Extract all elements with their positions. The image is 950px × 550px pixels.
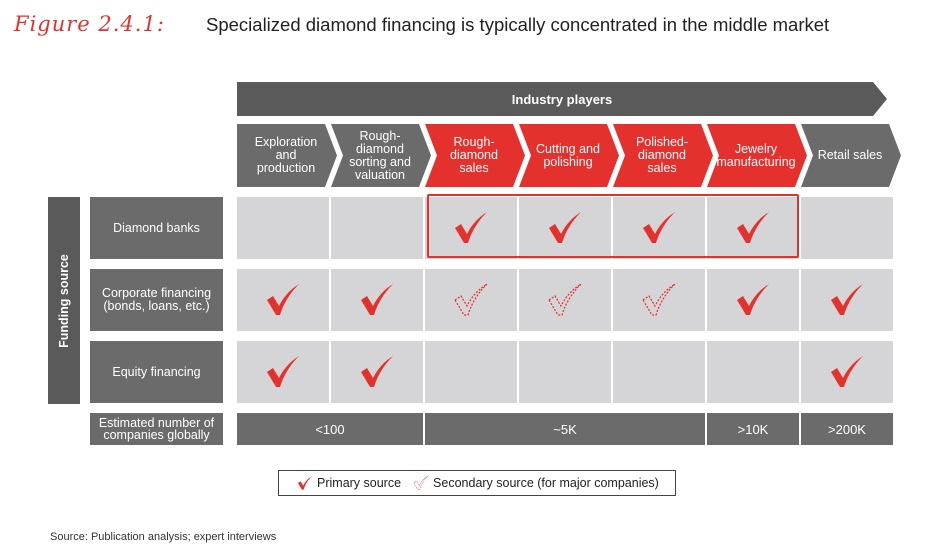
matrix-cell [613,269,705,331]
primary-check-icon [831,356,863,387]
secondary-check-icon [413,475,429,490]
banner-label: Industry players [511,91,613,107]
company-count-bar: <100 [237,413,423,445]
company-count-bar: >10K [707,413,799,445]
stage-label: Cutting and polishing [536,141,600,169]
stage-chevron: Polished-diamond sales [613,124,713,187]
matrix-cell [801,197,893,259]
primary-check-icon [361,284,393,315]
matrix-cell [707,197,799,259]
figure-number: Figure 2.4.1: [14,12,165,36]
company-count-bar: ~5K [425,413,705,445]
primary-check-icon [549,212,581,243]
secondary-check-icon [454,284,488,316]
primary-check-icon [737,212,769,243]
primary-check-icon [361,356,393,387]
banner-arrow-shape [237,82,887,116]
matrix-cell [801,269,893,331]
matrix-cell [237,341,329,403]
matrix-cell [707,269,799,331]
primary-check-icon [297,475,313,490]
matrix-cell [237,269,329,331]
primary-check-icon [737,284,769,315]
stage-chevron: Jewelry manufacturing [707,124,807,187]
stage-chevron: Exploration and production [237,124,337,187]
stage-label: Retail sales [817,148,883,162]
matrix-cell [801,341,893,403]
legend: Primary source Secondary source (for maj… [278,470,676,496]
legend-primary-label: Primary source [317,476,402,490]
funding-source-bar: Funding source [48,197,80,404]
funding-source-row-label: Diamond banks [90,197,223,259]
matrix-cell [519,341,611,403]
matrix-cell [331,341,423,403]
stage-label: Rough-diamond sorting and valuation [349,128,411,182]
primary-check-icon [455,212,487,243]
diamond-bank-highlight-box [427,194,799,258]
primary-check-icon [267,356,299,387]
figure-title: Specialized diamond financing is typical… [206,14,830,35]
source-note: Source: Publication analysis; expert int… [50,531,277,543]
stage-chevron: Rough-diamond sorting and valuation [331,124,431,187]
estimate-label: Estimated number of companies globally [90,413,223,445]
stage-chevron: Rough-diamond sales [425,124,525,187]
funding-source-row-label: Corporate financing (bonds, loans, etc.) [90,269,223,331]
matrix-cell [237,197,329,259]
legend-primary: Primary source [297,475,401,491]
matrix-cell [425,341,517,403]
legend-secondary: Secondary source (for major companies) [413,475,659,491]
secondary-check-icon [548,284,582,316]
matrix-cell [519,197,611,259]
matrix-cell [613,197,705,259]
stage-chevron: Retail sales [801,124,901,187]
matrix-cell [707,341,799,403]
matrix-cell [425,269,517,331]
primary-check-icon [831,284,863,315]
stage-label: Polished-diamond sales [635,135,689,175]
primary-check-icon [643,212,675,243]
matrix-cell [331,269,423,331]
primary-check-icon [267,284,299,315]
matrix-cell [519,269,611,331]
funding-source-row-label: Equity financing [90,341,223,403]
matrix-cell [425,197,517,259]
company-count-bar: >200K [801,413,893,445]
matrix-cell [331,197,423,259]
stage-label: Rough-diamond sales [450,135,498,175]
stage-label: Jewelry manufacturing [716,141,796,169]
legend-secondary-label: Secondary source (for major companies) [433,476,659,490]
industry-players-banner: Industry players [237,82,887,116]
funding-source-label: Funding source [57,253,71,348]
stage-label: Exploration and production [254,135,318,175]
matrix-cell [613,341,705,403]
secondary-check-icon [642,284,676,316]
stage-chevron: Cutting and polishing [519,124,619,187]
